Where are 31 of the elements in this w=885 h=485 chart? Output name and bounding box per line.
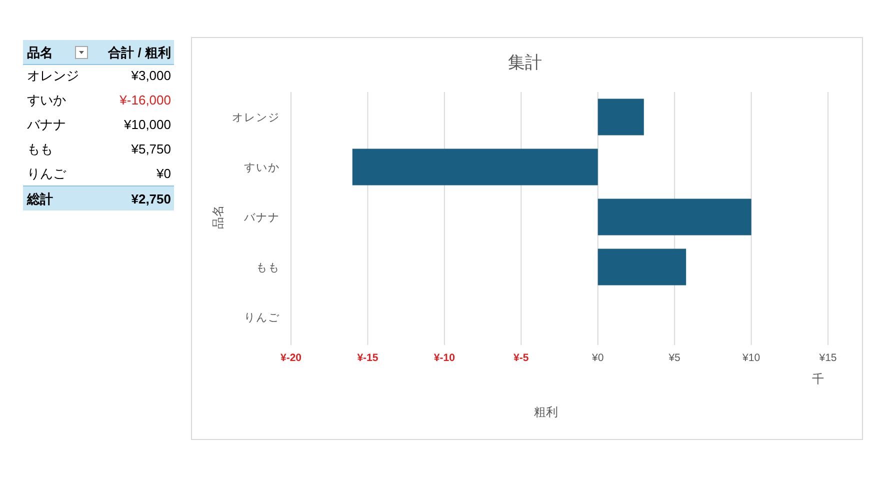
data-label: ¥5,750 <box>130 142 171 156</box>
data-label: ¥0 <box>156 166 171 181</box>
x-tick-label: ¥-15 <box>357 352 378 364</box>
category-label: もも <box>27 142 53 156</box>
text: ¥2,750 <box>131 192 171 206</box>
text: 合計 / 粗利 <box>108 45 171 60</box>
x-tick-label: ¥-20 <box>280 352 302 364</box>
text: 総計 <box>27 192 53 206</box>
text: 千 <box>812 372 824 386</box>
y-tick-label: バナナ <box>243 212 280 224</box>
category-label: すいか <box>27 92 66 108</box>
category-label: りんご <box>27 166 67 181</box>
data-label: ¥-16,000 <box>118 92 171 108</box>
category-label: バナナ <box>26 117 66 132</box>
category-label: オレンジ <box>27 68 79 83</box>
y-tick-label: オレンジ <box>232 112 280 124</box>
x-tick-label: ¥-5 <box>514 352 529 364</box>
y-tick-label: りんご <box>244 312 280 324</box>
text: 品名 <box>27 45 53 60</box>
data-label: ¥3,000 <box>130 68 171 83</box>
y-tick-label: もも <box>256 262 280 274</box>
x-tick-label: ¥0 <box>591 352 604 364</box>
x-tick-label: ¥10 <box>742 352 760 364</box>
y-axis-title: 品名 <box>211 205 225 229</box>
x-axis-title: 粗利 <box>534 405 558 419</box>
y-tick-label: すいか <box>244 162 280 174</box>
data-label: ¥10,000 <box>123 117 171 132</box>
x-tick-label: ¥5 <box>668 352 681 364</box>
x-tick-label: ¥-10 <box>434 352 456 364</box>
chart-title: 集計 <box>508 53 542 72</box>
x-tick-label: ¥15 <box>818 352 837 364</box>
